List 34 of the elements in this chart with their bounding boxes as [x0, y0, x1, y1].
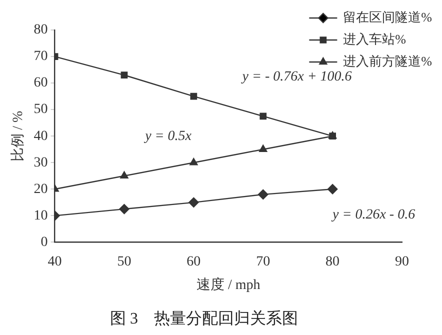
annotation: y = - 0.76x + 100.6	[240, 69, 352, 84]
point	[259, 144, 268, 152]
legend-label: 留在区间隧道%	[343, 9, 432, 24]
point	[190, 92, 198, 100]
x-axis-title: 速度 / mph	[196, 277, 260, 294]
x-tick-label: 90	[395, 254, 409, 270]
annotation: y = 0.5x	[143, 128, 192, 144]
y-tick-label: 70	[34, 49, 48, 64]
y-tick-label: 60	[34, 76, 48, 91]
y-tick-label: 10	[34, 208, 48, 224]
legend-label: 进入前方隧道%	[343, 53, 432, 68]
point	[119, 204, 130, 214]
y-tick-label: 50	[34, 102, 48, 118]
x-tick-label: 50	[117, 254, 132, 270]
x-tick-label: 80	[326, 254, 340, 270]
y-tick-label: 80	[34, 22, 48, 38]
x-tick-label: 60	[186, 254, 201, 270]
point	[260, 112, 267, 120]
x-tick-label: 40	[48, 254, 62, 270]
text: 图 3 热量分配回归关系图	[110, 310, 298, 328]
point	[258, 189, 268, 200]
y-axis-title: 比例 / %	[10, 110, 26, 162]
y-tick-label: 0	[40, 234, 48, 250]
y-tick-label: 40	[34, 128, 48, 144]
point	[120, 171, 128, 178]
point	[120, 72, 128, 79]
legend-label: 进入车站%	[343, 31, 406, 46]
y-tick-label: 20	[34, 182, 48, 197]
y-tick-label: 30	[34, 155, 48, 170]
point	[327, 184, 338, 194]
point	[188, 197, 199, 208]
x-tick-label: 70	[256, 254, 270, 270]
annotation: y = 0.26x - 0.6	[330, 207, 416, 222]
point	[190, 158, 198, 166]
